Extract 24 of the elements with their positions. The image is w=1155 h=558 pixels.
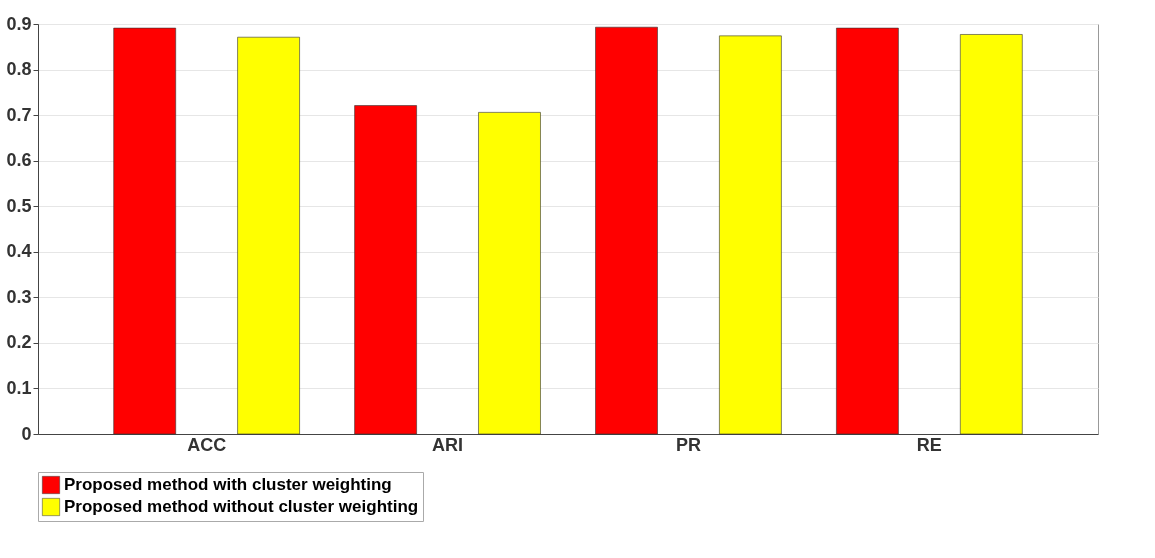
y-tick-label: 0 [21, 423, 32, 444]
legend-label: Proposed method with cluster weighting [64, 475, 392, 494]
bar [836, 27, 899, 435]
x-tick-label: RE [916, 434, 942, 455]
x-tick-label: PR [675, 434, 701, 455]
bar [113, 27, 176, 435]
y-tick-label: 0.9 [6, 13, 32, 34]
bar [719, 35, 782, 435]
x-tick-label: ACC [187, 434, 227, 455]
bar [237, 36, 300, 435]
x-tick-label: ARI [432, 434, 464, 455]
y-tick-label: 0.1 [6, 377, 32, 398]
y-tick-label: 0.8 [6, 59, 32, 80]
bar [960, 34, 1023, 435]
y-tick-label: 0.6 [6, 150, 32, 171]
bar [354, 105, 417, 435]
legend-label: Proposed method without cluster weighting [64, 497, 419, 516]
y-tick-label: 0.7 [6, 104, 32, 125]
bar [595, 26, 658, 435]
bar [478, 112, 541, 435]
y-tick-label: 0.5 [6, 195, 32, 216]
y-tick-label: 0.3 [6, 286, 32, 307]
y-tick-label: 0.2 [6, 332, 32, 353]
y-tick-label: 0.4 [6, 241, 32, 262]
